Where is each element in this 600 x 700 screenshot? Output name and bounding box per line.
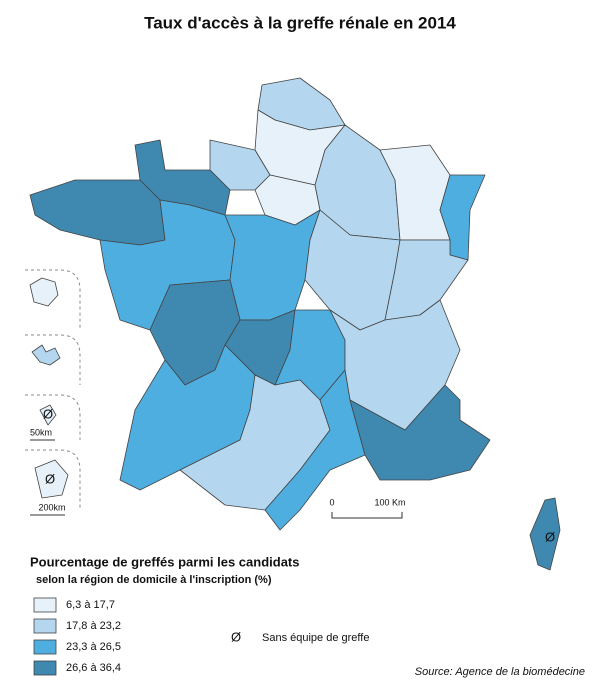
legend-label: 26,6 à 36,4 — [66, 662, 121, 674]
regions — [29, 77, 561, 571]
legend-swatch — [33, 618, 57, 634]
scale-bar — [331, 512, 403, 519]
legend-title: Pourcentage de greffés parmi les candida… — [30, 554, 299, 569]
region — [29, 179, 166, 246]
legend-label: 23,3 à 26,5 — [66, 641, 121, 653]
legend-label: 6,3 à 17,7 — [66, 599, 115, 611]
region — [224, 209, 321, 321]
legend-subtitle: selon la région de domicile à l'inscript… — [36, 574, 272, 586]
region — [31, 344, 61, 366]
no-team-symbol: Ø — [45, 471, 55, 486]
inset-frame — [25, 334, 81, 385]
region — [264, 369, 366, 531]
legend-swatch — [33, 639, 57, 655]
legend-swatch — [33, 597, 57, 613]
scale-label: 100 Km — [374, 497, 405, 507]
no-team-symbol: Ø — [545, 529, 555, 544]
inset-frame — [25, 449, 81, 510]
source: Source: Agence de la biomédecine — [415, 666, 585, 678]
no-team-symbol: Ø — [43, 406, 53, 421]
legend-label: 17,8 à 23,2 — [66, 620, 121, 632]
no-team-label: Sans équipe de greffe — [262, 632, 369, 644]
region — [529, 497, 561, 571]
region — [29, 277, 59, 307]
scale-label: 200km — [38, 502, 65, 512]
region — [34, 459, 69, 499]
no-team-symbol: Ø — [231, 629, 241, 644]
region — [349, 384, 491, 481]
title: Taux d'accès à la greffe rénale en 2014 — [144, 13, 456, 32]
inset-frame — [25, 269, 81, 330]
scale-label: 50km — [30, 427, 52, 437]
legend-swatch — [33, 660, 57, 676]
legend: 6,3 à 17,7 17,8 à 23,2 23,3 à 26,5 26,6 à 3… — [33, 597, 121, 676]
region — [39, 404, 57, 426]
scale-label: 0 — [329, 497, 334, 507]
inset-frame — [25, 394, 81, 440]
region — [329, 299, 461, 431]
